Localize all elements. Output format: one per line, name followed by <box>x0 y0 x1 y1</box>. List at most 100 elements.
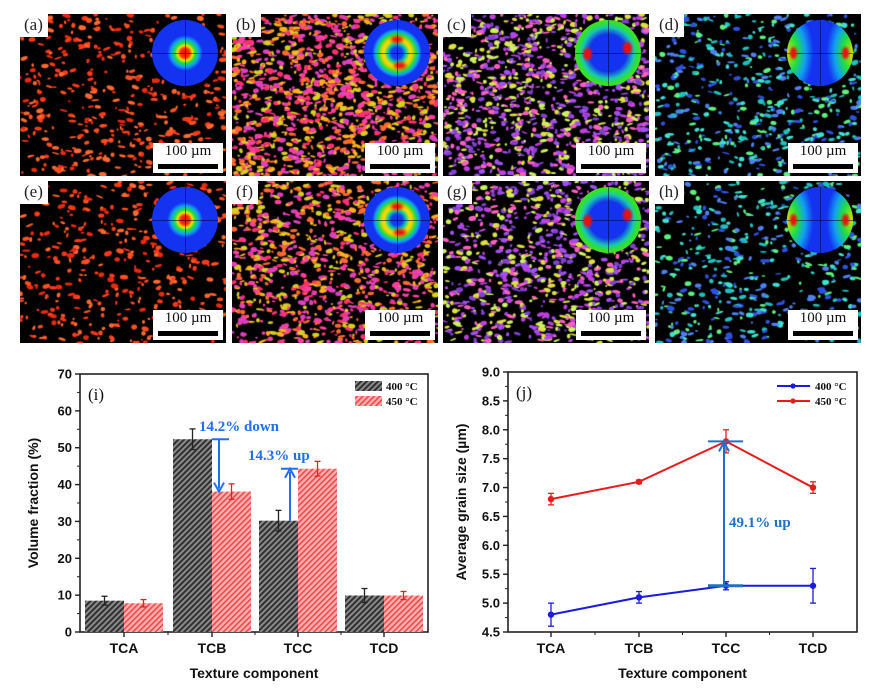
y-axis-title: Volume fraction (%) <box>25 438 41 568</box>
y-tick-label: 5.0 <box>482 596 500 611</box>
x-axis-title: Texture component <box>618 665 747 681</box>
scale-bar: 100 µm <box>576 143 646 173</box>
panel-label: (e) <box>20 181 48 204</box>
legend-marker <box>790 383 796 389</box>
y-tick-label: 70 <box>58 367 72 382</box>
y-tick-label: 10 <box>58 588 72 603</box>
scale-bar: 100 µm <box>365 310 435 340</box>
scale-bar-line <box>793 331 853 336</box>
scale-bar-line <box>158 331 218 336</box>
scale-bar-label: 100 µm <box>164 310 212 326</box>
scale-bar-label: 100 µm <box>799 143 847 159</box>
data-point <box>809 582 817 589</box>
x-tick-label: TCB <box>198 640 227 656</box>
annotation-text: 14.3% up <box>248 448 310 464</box>
y-tick-label: 5.5 <box>482 567 500 582</box>
x-tick-label: TCB <box>625 640 654 656</box>
arrow-head <box>284 466 296 479</box>
y-tick-label: 30 <box>58 514 72 529</box>
data-point <box>809 484 817 491</box>
scale-bar-line <box>581 164 641 169</box>
data-point <box>635 594 643 601</box>
pole-figure <box>152 187 218 253</box>
scale-bar: 100 µm <box>365 143 435 173</box>
panel-label: (a) <box>20 14 48 37</box>
y-tick-label: 0 <box>65 625 72 640</box>
x-tick-label: TCD <box>799 640 828 656</box>
ebsd-map-panel: (a) 100 µm <box>20 14 226 176</box>
panel-label: (b) <box>232 14 261 37</box>
x-tick-label: TCC <box>712 640 741 656</box>
legend-marker <box>790 398 796 404</box>
ebsd-map-panel: (h) 100 µm <box>655 181 861 343</box>
ebsd-map-panel: (c) 100 µm <box>443 14 649 176</box>
scale-bar-line <box>581 331 641 336</box>
y-tick-label: 7.0 <box>482 480 500 495</box>
ebsd-map-panel: (g) 100 µm <box>443 181 649 343</box>
pole-figure <box>787 20 853 86</box>
legend-label: 450 °C <box>386 396 418 408</box>
panel-label: (g) <box>443 181 472 204</box>
scale-bar-line <box>370 164 430 169</box>
panel-label: (c) <box>443 14 471 37</box>
scale-bar-line <box>370 331 430 336</box>
scale-bar-line <box>793 164 853 169</box>
y-tick-label: 40 <box>58 477 72 492</box>
bar-450-TCA <box>124 603 163 632</box>
y-tick-label: 20 <box>58 551 72 566</box>
pole-figure <box>364 187 430 253</box>
legend-swatch <box>355 381 382 391</box>
scale-bar: 100 µm <box>153 143 223 173</box>
pole-figure <box>787 187 853 253</box>
y-tick-label: 50 <box>58 440 72 455</box>
y-tick-label: 6.5 <box>482 509 500 524</box>
scale-bar-label: 100 µm <box>164 143 212 159</box>
scale-bar-label: 100 µm <box>799 310 847 326</box>
ebsd-map-panel: (e) 100 µm <box>20 181 226 343</box>
panel-label: (f) <box>232 181 258 204</box>
pole-figure <box>152 20 218 86</box>
arrow-head <box>213 482 225 494</box>
scale-bar: 100 µm <box>576 310 646 340</box>
data-point <box>547 495 555 503</box>
data-point <box>547 611 555 618</box>
bar-400-TCA <box>85 600 124 632</box>
scale-bar: 100 µm <box>788 143 858 173</box>
pole-figure <box>575 20 641 86</box>
scale-bar-label: 100 µm <box>587 143 635 159</box>
y-tick-label: 8.5 <box>482 393 500 408</box>
y-tick-label: 9.0 <box>482 365 500 380</box>
x-axis-title: Texture component <box>190 665 319 681</box>
y-tick-label: 6.0 <box>482 538 500 553</box>
y-tick-label: 4.5 <box>482 625 500 640</box>
y-tick-label: 8.0 <box>482 422 500 437</box>
x-tick-label: TCA <box>537 640 566 656</box>
x-tick-label: TCA <box>110 640 139 656</box>
scale-bar-label: 100 µm <box>587 310 635 326</box>
series-line-450 <box>550 440 814 501</box>
scale-bar-label: 100 µm <box>376 143 424 159</box>
arrow-head <box>718 440 730 452</box>
bar-400-TCC <box>259 520 298 632</box>
series-line-400 <box>550 584 813 616</box>
pole-figure <box>364 20 430 86</box>
bar-450-TCC <box>298 468 337 632</box>
legend-label: 450 °C <box>815 396 847 408</box>
x-tick-label: TCC <box>284 640 313 656</box>
legend-swatch <box>355 396 382 406</box>
panel-label: (h) <box>655 181 684 204</box>
panel-label: (j) <box>516 383 532 402</box>
bar-450-TCB <box>212 491 251 632</box>
ebsd-map-panel: (d) 100 µm <box>655 14 861 176</box>
ebsd-map-panel: (f) 100 µm <box>232 181 438 343</box>
y-axis-title: Average grain size (µm) <box>453 424 469 581</box>
panel-label: (d) <box>655 14 684 37</box>
x-tick-label: TCD <box>370 640 399 656</box>
data-point <box>635 478 643 485</box>
plot-frame <box>507 371 858 633</box>
annotation-text: 49.1% up <box>729 515 791 531</box>
annotation-text: 14.2% down <box>199 419 280 435</box>
y-tick-label: 7.5 <box>482 451 500 466</box>
legend-label: 400 °C <box>386 381 418 393</box>
